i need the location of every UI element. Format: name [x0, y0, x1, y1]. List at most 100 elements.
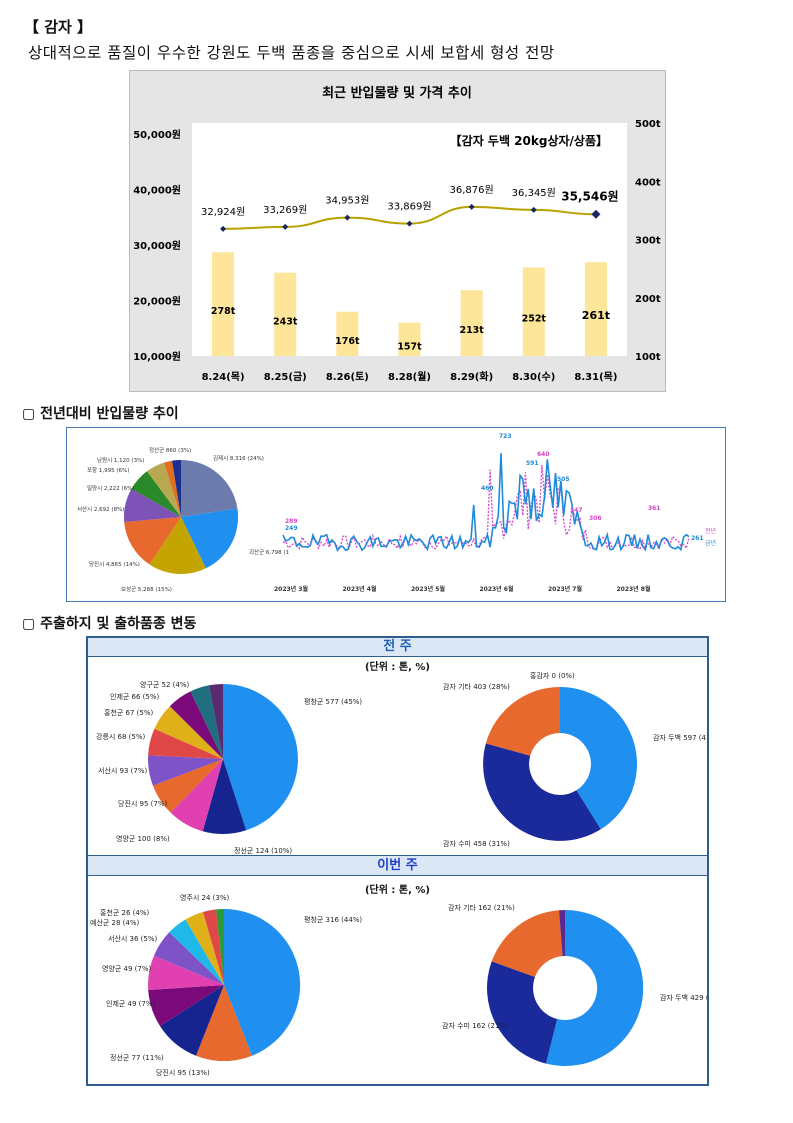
donut-slice-dubaek [560, 687, 637, 830]
price-point [282, 223, 289, 230]
volume-bar [522, 267, 545, 356]
prev-week-donut-labels: 감자 두백 597 (41%) 감자 수미 458 (31%) 감자 기타 40… [443, 671, 707, 848]
volume-label: 278t [211, 306, 236, 317]
pie-label: 평창군 577 (45%) [304, 697, 362, 706]
donut-label: 감자 수미 458 (31%) [443, 839, 510, 848]
slice-seosan [148, 755, 223, 786]
pie-slice-dangjin [124, 517, 181, 565]
pie-label: 영양군 100 (8%) [116, 834, 170, 843]
donut-slice-red [559, 909, 565, 957]
slice-inje [169, 691, 223, 759]
slice-yanggu [190, 685, 223, 759]
slice-gangneung [148, 728, 223, 759]
volume-label: 213t [459, 325, 484, 336]
slice-inje [148, 985, 224, 1026]
pie-label: 서산시 93 (7%) [98, 766, 148, 775]
donut-slice-etc [491, 910, 563, 977]
pie-label: 평창군 316 (44%) [304, 915, 362, 924]
peak-label: 306 [589, 515, 602, 522]
pie-slice-gimje [181, 459, 238, 517]
slice-yesan [169, 919, 224, 985]
this-week-pie-labels: 평창군 316 (44%) 당진시 95 (13%) 정선군 77 (11%) … [90, 893, 362, 1077]
slice-dangjin [196, 985, 252, 1062]
donut-label: 감자 기타 403 (28%) [443, 682, 510, 691]
volume-bar [274, 272, 297, 356]
peak-label: 249 [285, 525, 298, 532]
this-week-origin-pie [148, 908, 301, 1062]
this-week-unit: (단위 : 톤, %) [364, 885, 430, 896]
slice-jeongseon [202, 759, 247, 834]
y-left-ticks: 10,000원 20,000원 30,000원 40,000원 50,000원 [133, 128, 181, 363]
slice-yeongju [203, 909, 224, 985]
x-label: 8.25(금) [264, 371, 307, 383]
section-title: 【 감자 】 [24, 18, 93, 36]
pie-label: 영양군 49 (7%) [102, 964, 152, 973]
x-labels: 8.24(목) 8.25(금) 8.26(토) 8.28(월) 8.29(화) 8.30(… [202, 371, 618, 383]
x-label: 8.31(목) [574, 371, 617, 383]
donut-slice-sumi [483, 743, 601, 841]
y-right-ticks: 100t 200t 300t 400t 500t [635, 119, 661, 363]
yearly-compare-panel: 김제시 8,316 (24%) 괴산군 6,798 (1 보성군 5,288 (… [66, 427, 726, 602]
volume-bar [584, 262, 607, 356]
slice-seosan [154, 932, 224, 985]
price-point [530, 206, 537, 213]
donut-label: 감자 두백 597 (41%) [653, 733, 707, 742]
price-label: 36,876원 [450, 184, 494, 196]
slice-hongcheon [154, 706, 223, 759]
price-line: 32,924원 33,269원 34,953원 33,869원 36,876원 36,34… [201, 184, 619, 232]
plot-area [192, 123, 627, 356]
pie-slice-goesan [181, 508, 239, 569]
donut-label: 홍감자 0 (0%) [530, 671, 575, 680]
peak-label: 361 [648, 505, 661, 512]
y-left-tick: 50,000원 [133, 128, 181, 141]
pie-label: 보성군 5,288 (15%) [121, 585, 172, 593]
origin-variety-panel: 전 주 (단위 : 톤, %) 이번 주 (단위 : 톤, %) 평창군 577… [86, 636, 709, 1086]
peak-label: 261 [691, 535, 704, 542]
x-label: 8.24(목) [202, 371, 245, 383]
slice-yeongyang [170, 759, 223, 832]
pie-slice-namwon [164, 460, 181, 517]
pie-label: 양구군 52 (4%) [140, 681, 190, 689]
pie-label: 남원시 1,120 (3%) [97, 456, 144, 464]
bars: 278t 243t 176t 157t 213t 252t 261t [211, 252, 610, 356]
x-label: 2023년 6월 [479, 585, 513, 593]
y-right-tick: 200t [635, 294, 661, 305]
price-label: 36,345원 [512, 187, 556, 199]
slice-etc [209, 683, 223, 759]
x-label: 2023년 7월 [548, 585, 582, 593]
slice-hongcheon [185, 912, 224, 985]
x-label: 2023년 8월 [616, 585, 650, 593]
pie-label: 정선군 77 (11%) [110, 1053, 164, 1062]
peak-label: 591 [526, 460, 539, 467]
this-year-line [282, 453, 690, 552]
price-volume-chart: 최근 반입물량 및 가격 추이 【감자 두백 20kg상자/상품】 10,000… [133, 85, 661, 383]
y-right-tick: 100t [635, 352, 661, 363]
subtitle: 상대적으로 품질이 우수한 강원도 두백 품종을 중심으로 시세 보합세 형성 … [28, 44, 555, 62]
yearly-compare-svg: 김제시 8,316 (24%) 괴산군 6,798 (1 보성군 5,288 (… [77, 433, 716, 593]
prev-week-origin-pie [148, 683, 298, 834]
volume-bar [336, 311, 359, 356]
x-label: 8.30(수) [512, 371, 555, 383]
pie-label: 서산시 36 (5%) [108, 934, 158, 943]
donut-slice-etc [485, 687, 560, 756]
y-left-tick: 10,000원 [133, 350, 181, 363]
price-label: 35,546원 [561, 189, 618, 203]
price-point [468, 203, 475, 210]
slice-etc [216, 908, 224, 985]
pie-label: 영주시 24 (3%) [180, 893, 230, 902]
pie-slice-miryang [131, 471, 181, 517]
prev-week-unit: (단위 : 톤, %) [364, 662, 430, 673]
pie-label: 예산군 28 (4%) [90, 918, 140, 927]
price-point [406, 220, 413, 227]
pie-slice-seosan [123, 488, 181, 522]
price-label: 33,869원 [387, 201, 431, 213]
pie-slice-jeongseon [172, 459, 181, 517]
legend-prev-year: 전년 [705, 527, 716, 535]
volume-label: 176t [335, 336, 360, 347]
prev-week-pie-labels: 평창군 577 (45%) 정선군 124 (10%) 영양군 100 (8%)… [96, 681, 362, 855]
pie-label: 밀양시 2,222 (6%) [87, 484, 134, 492]
origin-pie [123, 459, 239, 575]
slice-jeongseon [160, 985, 224, 1056]
slice-dangjin [152, 759, 223, 813]
